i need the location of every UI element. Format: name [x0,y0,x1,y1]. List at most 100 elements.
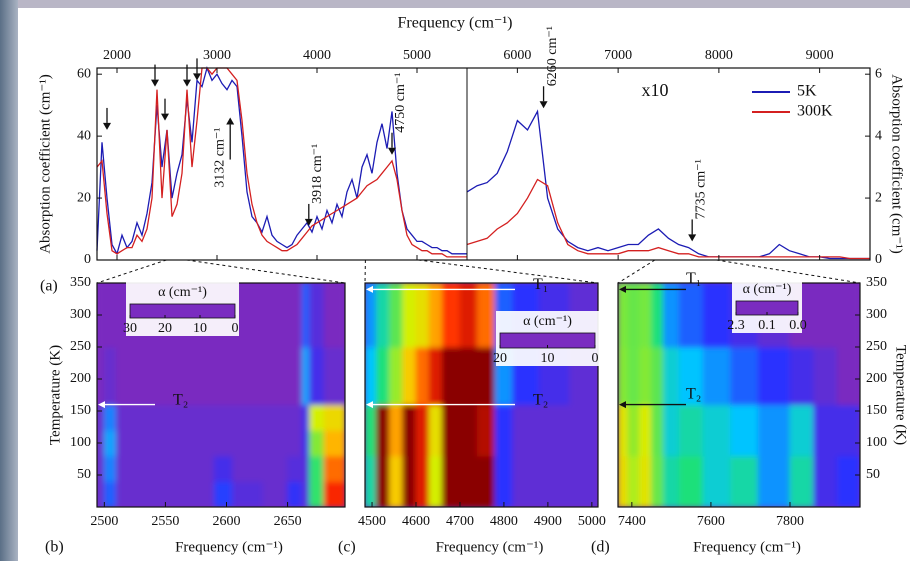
transition-label: T₂ [173,391,188,408]
heatmap-cell [301,404,311,431]
heatmap-cell [678,283,704,348]
heatmap-cell [627,455,641,507]
heatmap-cell [477,404,496,457]
heatmap-cell [618,455,629,507]
heatmap-cell [375,404,391,457]
x-axis-title: Frequency (cm⁻¹) [175,539,283,555]
colorbar-tick-label: 0 [232,321,239,336]
heatmap-cell [639,346,653,406]
heatmap-cell [232,455,264,482]
heatmap-cell [116,346,203,406]
heatmap [365,283,598,507]
left-edge [0,0,18,561]
panel-label: (d) [591,539,610,556]
heatmap-cell [651,404,664,457]
heatmap-cell [459,455,479,507]
annotation-arrowhead [226,117,235,125]
y2-tick-label: 2 [875,190,882,205]
heatmap-cell [201,429,215,457]
heatmap-cell [232,480,264,507]
x-tick-label: 3000 [203,48,231,63]
heatmap-cell [97,480,105,507]
heatmap-cell [287,346,303,406]
heatmap-cell [323,429,345,457]
transition-arrowhead [619,285,626,293]
y-tick-label: 350 [866,275,887,290]
heatmap-cell [301,346,311,406]
y-tick-label: 100 [70,435,91,450]
heatmap-cell [323,283,345,348]
heatmap-cell [402,346,417,406]
heatmap-cell [262,404,289,431]
heatmap-cell [103,346,118,406]
x-tick-label: 8000 [705,48,733,63]
spectrum-line-x10 [466,178,870,260]
heatmap-cell [813,346,838,406]
transition-arrowhead [98,401,105,409]
annotation-arrowhead [388,147,396,155]
zoom-line [617,259,656,284]
heatmap-cell [402,455,417,507]
y-tick-label: 300 [70,307,91,322]
heatmap-cell [116,480,203,507]
heatmap-cell [116,455,203,482]
x-axis-title: Frequency (cm⁻¹) [693,539,801,555]
legend-label: 5K [797,83,817,100]
colorbar-tick-label: 20 [158,321,172,336]
heatmap-cell [441,346,461,406]
x-tick-label: 7000 [604,48,632,63]
heatmap-cell [287,404,303,431]
heatmap-cell [627,283,641,348]
panel-label: (a) [40,278,58,295]
heatmap-cell [477,455,496,507]
annotation-arrowhead [539,101,548,109]
x-tick-label: 4700 [446,514,474,529]
y-tick-label: 60 [77,66,91,81]
y-axis-title: Temperature (K) [893,345,909,445]
annotation-arrowhead [193,73,201,81]
heatmap-cell [678,346,704,406]
heatmap-cell [428,346,443,406]
y-tick-label: 350 [70,275,91,290]
x-tick-label: 9000 [806,48,834,63]
heatmap-cell [301,429,311,457]
transition-label: T₁ [686,270,701,287]
heatmap-cell [678,404,704,457]
heatmap-cell [441,404,461,457]
heatmap-cell [213,480,234,507]
heatmap-cell [262,429,289,457]
heatmap-cell [639,455,653,507]
heatmap-cells [618,283,860,507]
annotation-arrowhead [304,218,313,226]
heatmap-cell [789,455,815,507]
x-tick-label: 4000 [303,48,331,63]
heatmap-cell [103,283,118,348]
y-tick-label: 300 [866,307,887,322]
heatmap-cell [375,455,391,507]
heatmap-cell [103,480,118,507]
heatmap-cell [232,404,264,431]
heatmap-cell [757,346,791,406]
heatmap-cell [213,429,234,457]
plot-frame [364,282,599,508]
heatmap-cell [441,283,461,348]
y-tick-label: 20 [77,190,91,205]
heatmap-cell [309,283,325,348]
x-tick-label: 2000 [103,48,131,63]
heatmap-cell [789,404,815,457]
heatmap-cell [365,283,377,348]
heatmap-cell [415,346,430,406]
colorbar-tick-label: 2.3 [727,318,745,333]
heatmap-cell [375,346,391,406]
heatmap-cell [213,346,234,406]
heatmap-cells [365,283,598,507]
heatmap-cell [702,346,732,406]
heatmap-cell [97,455,105,482]
annotation-label: 3132 cm⁻¹ [212,128,227,188]
heatmap-cell [201,455,215,482]
colorbar-tick-label: 0.0 [789,318,807,333]
x-tick-label: 2550 [151,514,179,529]
heatmap-cell [477,346,496,406]
heatmap-cell [836,455,860,507]
annotation-label: 7735 cm⁻¹ [693,159,708,219]
